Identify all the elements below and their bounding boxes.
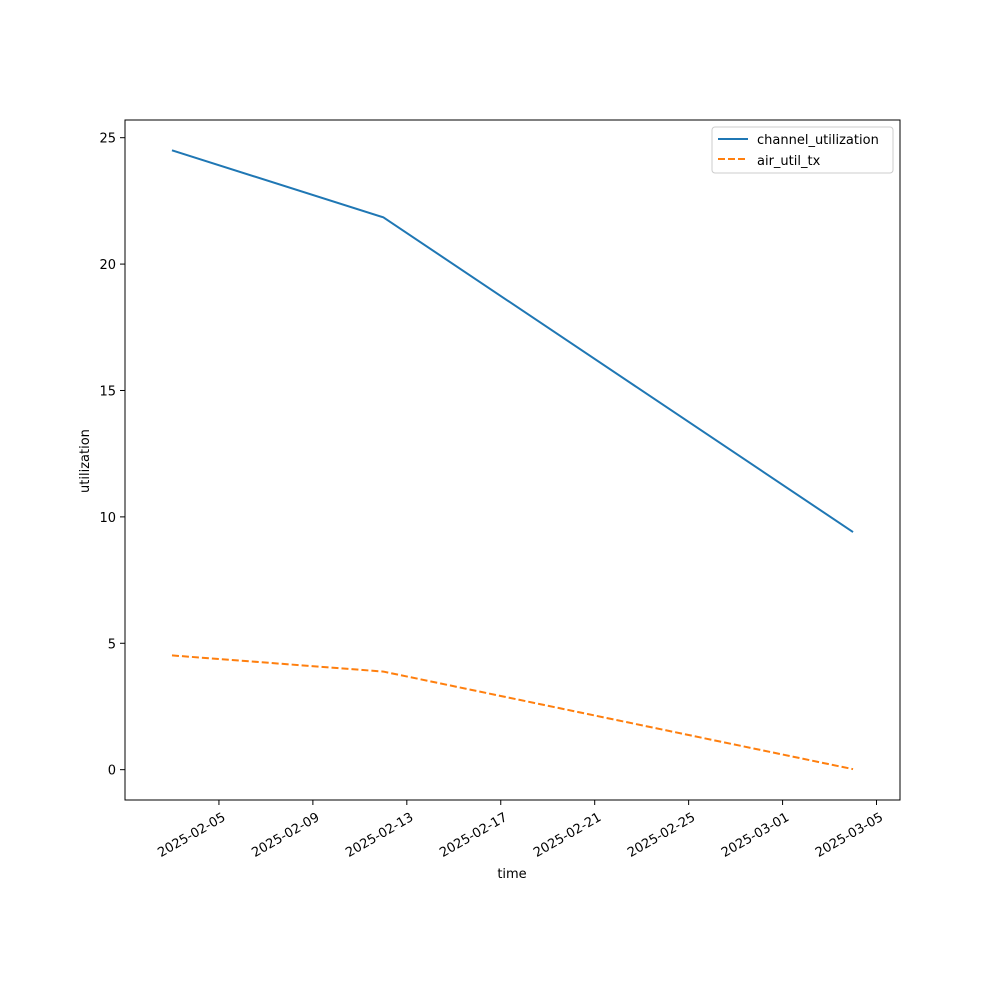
x-axis-label: time [497, 867, 526, 882]
x-tick-label: 2025-02-25 [625, 810, 698, 861]
y-axis-ticks: 0 5 10 15 20 25 [99, 132, 125, 779]
y-tick-label: 5 [108, 637, 116, 652]
x-tick-label: 2025-02-09 [249, 810, 322, 861]
x-tick-label: 2025-03-05 [813, 810, 886, 861]
y-tick-label: 25 [99, 132, 116, 147]
plot-area-frame [124, 119, 901, 801]
plot-lines [171, 149, 854, 771]
y-tick-label: 10 [99, 511, 116, 526]
x-axis-ticks: 2025-02-05 2025-02-09 2025-02-13 2025-02-17… [155, 800, 886, 861]
series-line-air-util-tx [171, 654, 854, 771]
legend: channel_utilization air_util_tx [711, 126, 894, 174]
x-tick-label: 2025-02-17 [437, 810, 510, 861]
y-tick-label: 0 [108, 764, 116, 779]
x-tick-label: 2025-03-01 [719, 810, 792, 861]
y-tick-label: 20 [99, 258, 116, 273]
legend-frame [711, 126, 894, 174]
y-axis-label: utilization [78, 429, 93, 493]
series-line-channel-utilization [171, 149, 854, 533]
x-tick-label: 2025-02-13 [343, 810, 416, 861]
legend-label-channel-utilization: channel_utilization [757, 133, 879, 148]
legend-label-air-util-tx: air_util_tx [757, 154, 821, 169]
x-tick-label: 2025-02-05 [155, 810, 228, 861]
x-tick-label: 2025-02-21 [531, 810, 604, 861]
y-tick-label: 15 [99, 384, 116, 399]
